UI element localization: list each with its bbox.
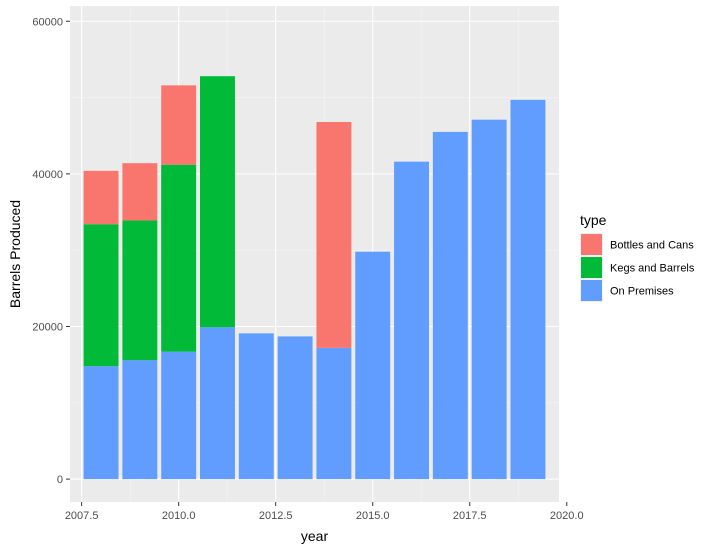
bar-kegs-and-barrels-2009 bbox=[122, 220, 158, 361]
x-axis: 2007.5 2010.0 2012.5 2015.0 2017.5 2020.0 bbox=[65, 502, 584, 522]
bar-bottles-and-cans-2014 bbox=[316, 121, 352, 348]
x-tick-label: 2010.0 bbox=[162, 510, 196, 522]
bars-layer bbox=[83, 76, 546, 480]
x-tick-label: 2020.0 bbox=[550, 510, 584, 522]
y-tick-label: 0 bbox=[57, 474, 63, 486]
legend-swatch-bottles-and-cans bbox=[581, 234, 602, 255]
bar-on-premises-2008 bbox=[83, 366, 119, 480]
bar-on-premises-2013 bbox=[277, 336, 313, 480]
bar-bottles-and-cans-2008 bbox=[83, 170, 119, 225]
legend-label-kegs-and-barrels: Kegs and Barrels bbox=[610, 263, 695, 275]
bar-kegs-and-barrels-2008 bbox=[83, 224, 119, 367]
x-tick-label: 2012.5 bbox=[259, 510, 293, 522]
x-tick-label: 2007.5 bbox=[65, 510, 99, 522]
y-axis: 0 20000 40000 60000 bbox=[32, 16, 70, 486]
bar-bottles-and-cans-2010 bbox=[161, 85, 197, 165]
bar-kegs-and-barrels-2011 bbox=[200, 76, 235, 328]
legend-swatch-kegs-and-barrels bbox=[581, 257, 602, 278]
x-tick-label: 2017.5 bbox=[453, 510, 487, 522]
bar-on-premises-2015 bbox=[355, 251, 391, 480]
bar-on-premises-2018 bbox=[471, 119, 507, 480]
bar-on-premises-2011 bbox=[200, 327, 235, 480]
bar-bottles-and-cans-2009 bbox=[122, 163, 158, 221]
bar-on-premises-2010 bbox=[161, 351, 197, 480]
bar-on-premises-2016 bbox=[394, 161, 429, 480]
legend-label-bottles-and-cans: Bottles and Cans bbox=[610, 240, 694, 252]
x-tick-label: 2015.0 bbox=[356, 510, 390, 522]
bar-on-premises-2017 bbox=[432, 131, 468, 480]
bar-kegs-and-barrels-2010 bbox=[161, 164, 197, 352]
bar-on-premises-2009 bbox=[122, 360, 158, 480]
bar-on-premises-2014 bbox=[316, 347, 352, 480]
legend-label-on-premises: On Premises bbox=[610, 286, 674, 298]
y-tick-label: 40000 bbox=[32, 169, 63, 181]
bar-on-premises-2019 bbox=[510, 99, 546, 480]
legend: type Bottles and Cans Kegs and Barrels On … bbox=[580, 212, 695, 302]
legend-title: type bbox=[580, 212, 607, 228]
legend-swatch-on-premises bbox=[581, 280, 602, 301]
y-tick-label: 60000 bbox=[32, 16, 63, 28]
x-axis-title: year bbox=[301, 528, 329, 544]
y-axis-title: Barrels Produced bbox=[7, 200, 23, 308]
y-tick-label: 20000 bbox=[32, 321, 63, 333]
bar-on-premises-2012 bbox=[238, 333, 274, 480]
